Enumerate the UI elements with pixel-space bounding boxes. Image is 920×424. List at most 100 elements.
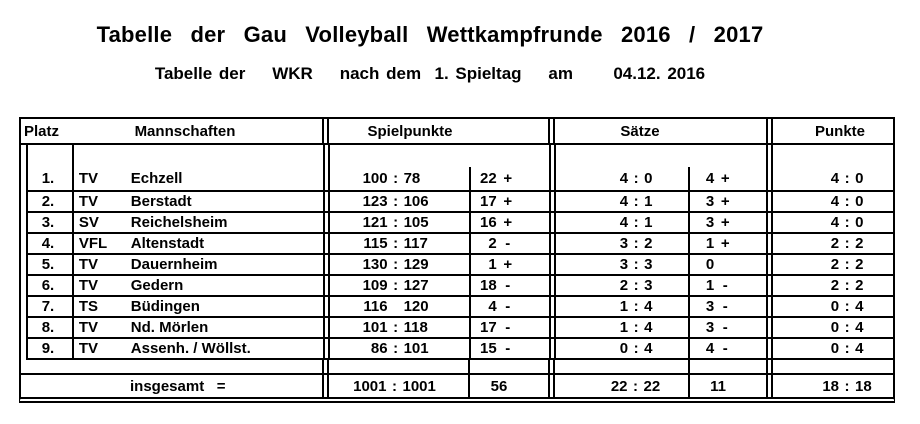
header-mannschaften: Mannschaften: [134, 122, 236, 140]
double-divider: [323, 276, 331, 295]
double-divider: [766, 192, 774, 211]
double-divider: [766, 318, 774, 337]
saetze-score-cell: 3:2: [556, 234, 691, 253]
plus-minus-sign: +: [503, 170, 513, 187]
spielpunkte-score-cell: 123:106: [330, 192, 471, 211]
table-row: 6. TV Gedern 109:127 18- 2:3 1- 2:2: [28, 274, 893, 295]
double-divider: [323, 255, 331, 274]
double-divider: [548, 360, 555, 373]
plus-minus-sign: -: [505, 235, 511, 252]
punkte-cell: 0:4: [830, 298, 864, 315]
saetze-score-cell: 0:4: [556, 339, 691, 358]
plus-minus-sign: -: [505, 277, 511, 294]
spielpunkte-score-cell: 116 120: [330, 297, 471, 316]
double-divider: [766, 234, 774, 253]
colon: :: [633, 256, 639, 273]
double-divider: [766, 360, 773, 373]
saetze-diff-cell: 3-: [690, 318, 766, 337]
colon: :: [633, 193, 639, 210]
double-divider: [322, 360, 329, 373]
saetze-score-cell: 1:4: [556, 318, 691, 337]
punkte-cell: 4:0: [830, 193, 864, 210]
colon: :: [844, 193, 850, 210]
saetze-score-cell: 4:1: [556, 192, 691, 211]
rank-cell: 3.: [28, 213, 74, 232]
rank-cell: 4.: [28, 234, 74, 253]
team-name-cell: Assenh. / Wöllst.: [130, 340, 251, 357]
double-divider: [766, 213, 774, 232]
total-spielpunkte-score: 1001:1001: [329, 375, 470, 397]
team-name-cell: Dauernheim: [130, 256, 218, 273]
plus-minus-sign: -: [722, 340, 728, 357]
colon: :: [393, 256, 399, 273]
team-name-cell: Altenstadt: [130, 235, 205, 252]
spielpunkte-score-cell: 100:78: [330, 167, 471, 190]
plus-minus-sign: -: [505, 340, 511, 357]
spielpunkte-diff-cell: 1 +: [471, 255, 549, 274]
spielpunkte-diff-cell: 15-: [471, 339, 549, 358]
punkte-cell: 0:4: [830, 319, 864, 336]
colon: :: [844, 319, 850, 336]
punkte-cell: 0:4: [830, 340, 864, 357]
table-row: 7. TS Büdingen 116 120 4- 1:4 3- 0:4: [28, 295, 893, 316]
double-divider: [548, 297, 556, 316]
plus-minus-sign: +: [503, 256, 513, 273]
colon: :: [633, 298, 639, 315]
double-divider: [548, 375, 555, 397]
saetze-diff-cell: 4-: [690, 339, 766, 358]
double-divider: [548, 192, 556, 211]
double-divider: [323, 192, 331, 211]
double-divider: [766, 339, 774, 358]
plus-minus-sign: +: [720, 170, 730, 187]
saetze-score-cell: 1:4: [556, 297, 691, 316]
colon: :: [633, 170, 639, 187]
colon: :: [393, 277, 399, 294]
double-divider: [323, 234, 331, 253]
rank-cell: 1.: [28, 167, 74, 190]
saetze-diff-cell: 3 +: [690, 192, 766, 211]
spielpunkte-diff-cell: 16 +: [471, 213, 549, 232]
colon: :: [392, 377, 397, 395]
punkte-cell: 2:2: [830, 256, 864, 273]
double-divider: [323, 318, 331, 337]
plus-minus-sign: +: [503, 214, 513, 231]
colon: :: [844, 340, 850, 357]
colon: :: [844, 256, 850, 273]
table-row: 3. SV Reichelsheim 121:105 16 + 4:1 3 + 4:…: [28, 211, 893, 232]
spielpunkte-score-cell: 86:101: [330, 339, 471, 358]
double-divider: [322, 119, 329, 143]
header-spielpunkte: Spielpunkte: [367, 122, 453, 140]
club-prefix-cell: VFL: [78, 235, 108, 252]
club-prefix-cell: TS: [78, 298, 99, 315]
team-name-cell: Büdingen: [130, 298, 200, 315]
saetze-score-cell: 4:1: [556, 213, 691, 232]
saetze-score-cell: 2:3: [556, 276, 691, 295]
team-name-cell: Echzell: [130, 170, 183, 187]
plus-minus-sign: -: [722, 298, 728, 315]
colon: :: [393, 193, 399, 210]
plus-minus-sign: +: [720, 214, 730, 231]
plus-minus-sign: -: [505, 319, 511, 336]
spielpunkte-diff-cell: 4-: [471, 297, 549, 316]
double-divider: [766, 276, 774, 295]
standings-table: Platz Mannschaften Spielpunkte Sätze Pun…: [19, 117, 895, 403]
team-name-cell: Reichelsheim: [130, 214, 228, 231]
club-prefix-cell: TV: [78, 319, 99, 336]
colon: :: [633, 340, 639, 357]
rank-cell: 2.: [28, 192, 74, 211]
colon: :: [393, 340, 399, 357]
colon: :: [393, 319, 399, 336]
table-header-row: Platz Mannschaften Spielpunkte Sätze Pun…: [21, 119, 893, 145]
total-saetze-diff: 11: [710, 377, 726, 395]
table-row: 4. VFL Altenstadt 115:117 2- 3:2 1 + 2:2: [28, 232, 893, 253]
double-divider: [766, 255, 774, 274]
saetze-diff-cell: 4 +: [690, 167, 766, 190]
spielpunkte-diff-cell: 2-: [471, 234, 549, 253]
spielpunkte-score-cell: 115:117: [330, 234, 471, 253]
spielpunkte-diff-cell: 17 +: [471, 192, 549, 211]
club-prefix-cell: TV: [78, 193, 99, 210]
saetze-score-cell: 3:3: [556, 255, 691, 274]
colon: :: [633, 214, 639, 231]
club-prefix-cell: TV: [78, 277, 99, 294]
